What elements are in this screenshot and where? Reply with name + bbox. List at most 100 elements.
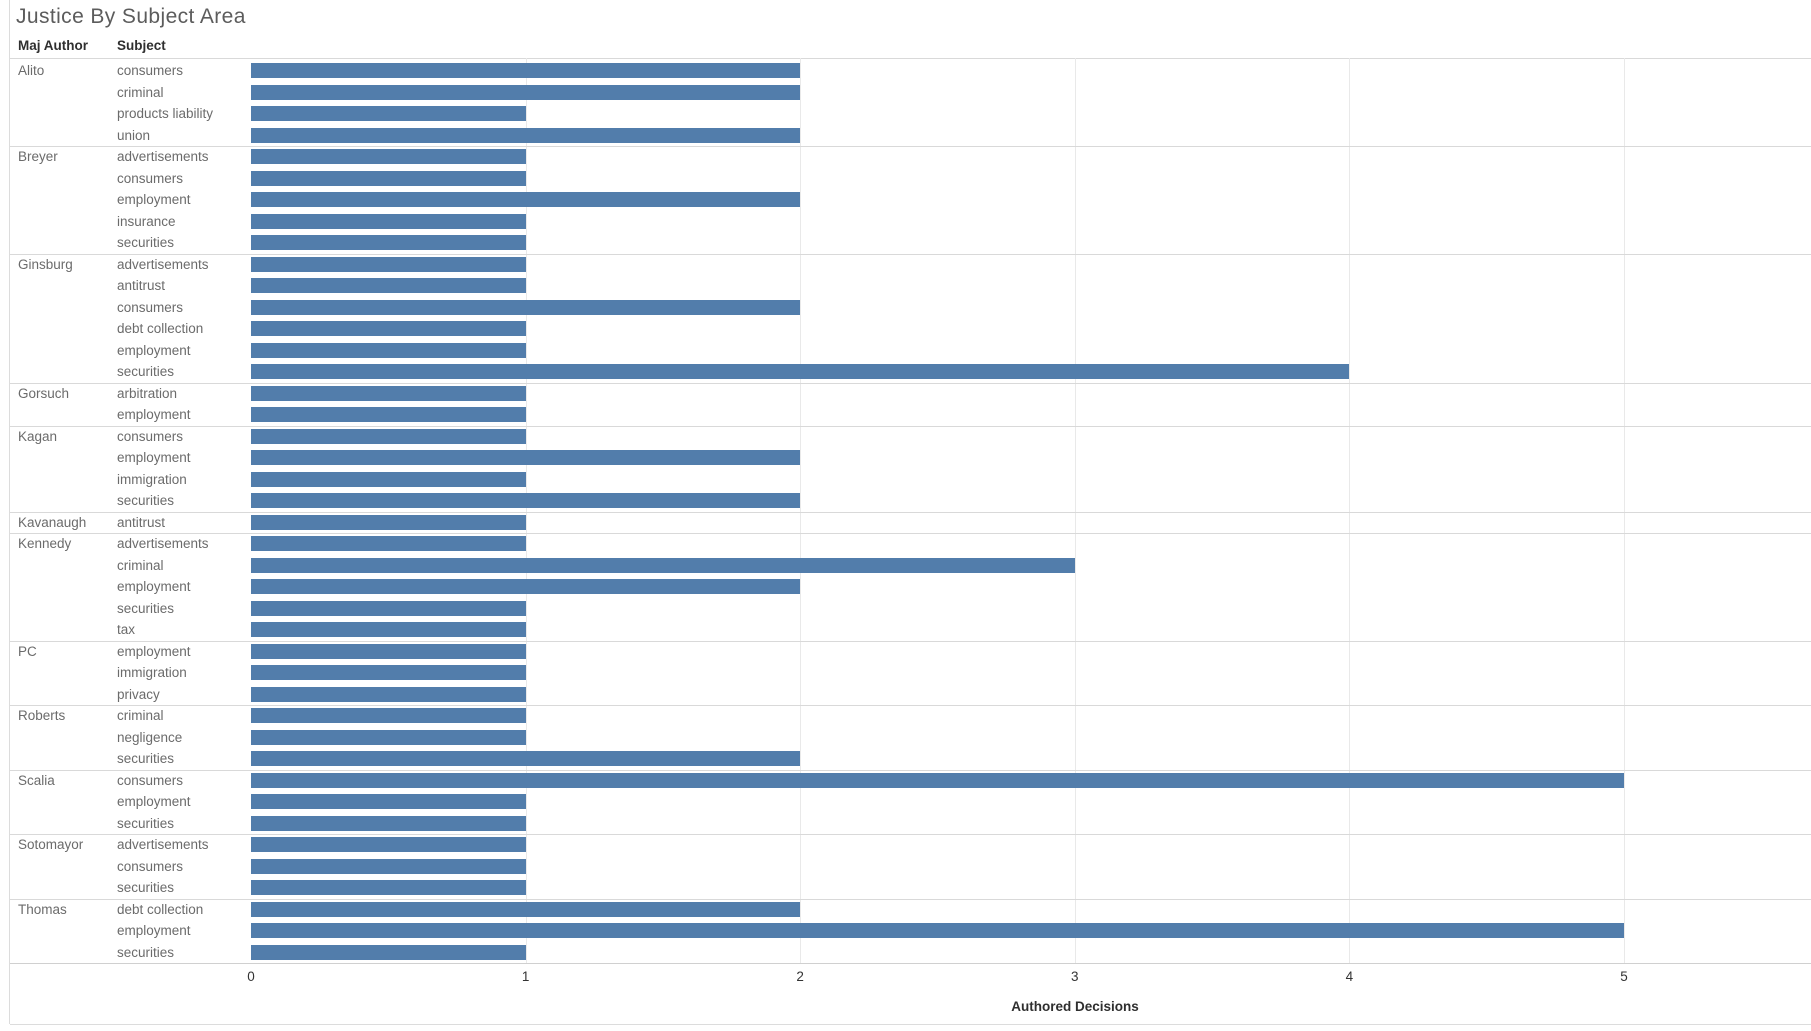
maj-author-label[interactable]: Breyer (18, 149, 58, 164)
subject-label[interactable]: debt collection (117, 901, 204, 917)
decision-bar[interactable] (251, 815, 526, 831)
subject-label[interactable]: employment (117, 643, 191, 659)
subject-label[interactable]: securities (117, 493, 175, 508)
decision-bar[interactable] (251, 364, 1350, 379)
subject-label[interactable]: union (117, 127, 151, 143)
maj-author-label[interactable]: Roberts (18, 708, 66, 723)
subject-label[interactable]: advertisements (117, 837, 209, 852)
subject-label[interactable]: securities (117, 944, 175, 960)
decision-bar[interactable] (251, 901, 801, 917)
decision-bar[interactable] (251, 858, 526, 874)
decision-bar[interactable] (251, 428, 526, 444)
decision-bar[interactable] (251, 235, 526, 250)
decision-bar[interactable] (251, 278, 526, 293)
decision-bar[interactable] (251, 794, 526, 809)
decision-bar[interactable] (251, 149, 526, 164)
decision-bar[interactable] (251, 557, 1075, 573)
subject-label[interactable]: employment (117, 450, 191, 465)
decision-bar[interactable] (251, 407, 526, 422)
decision-bar[interactable] (251, 256, 526, 272)
subject-label[interactable]: criminal (117, 557, 164, 573)
decision-bar[interactable] (251, 63, 801, 78)
subject-label[interactable]: immigration (117, 665, 187, 680)
subject-label[interactable]: tax (117, 622, 136, 637)
maj-author-label[interactable]: Alito (18, 63, 45, 78)
decision-bar[interactable] (251, 170, 526, 186)
subject-label[interactable]: securities (117, 815, 175, 831)
decision-bar[interactable] (251, 708, 526, 723)
decision-bar[interactable] (251, 579, 801, 594)
subject-label[interactable]: debt collection (117, 321, 204, 336)
decision-bar[interactable] (251, 213, 526, 229)
subject-label[interactable]: arbitration (117, 385, 178, 401)
maj-author-label[interactable]: Scalia (18, 772, 55, 788)
subject-label[interactable]: negligence (117, 729, 183, 745)
subject-label[interactable]: consumers (117, 858, 184, 874)
maj-author-label[interactable]: Gorsuch (18, 385, 70, 401)
decision-bar[interactable] (251, 751, 801, 766)
decision-bar[interactable] (251, 127, 801, 143)
subject-label[interactable]: employment (117, 342, 191, 358)
decision-bar[interactable] (251, 514, 526, 530)
subject-label[interactable]: employment (117, 579, 191, 594)
maj-author-label[interactable]: Kennedy (18, 536, 72, 551)
decision-bar[interactable] (251, 686, 526, 702)
subject-label[interactable]: consumers (117, 772, 184, 788)
column-header-subject[interactable]: Subject (117, 38, 166, 53)
decision-bar[interactable] (251, 385, 526, 401)
subject-label[interactable]: securities (117, 235, 175, 250)
decision-bar[interactable] (251, 772, 1624, 788)
subject-label[interactable]: criminal (117, 84, 164, 100)
maj-author-label[interactable]: Ginsburg (18, 256, 73, 272)
decision-bar[interactable] (251, 493, 801, 508)
decision-bar[interactable] (251, 880, 526, 895)
maj-author-label[interactable]: Kavanaugh (18, 514, 87, 530)
maj-author-label[interactable]: PC (18, 643, 37, 659)
subject-label[interactable]: consumers (117, 170, 184, 186)
decision-bar[interactable] (251, 837, 526, 852)
decision-bar[interactable] (251, 923, 1624, 938)
subject-label[interactable]: employment (117, 192, 191, 207)
decision-bar[interactable] (251, 600, 526, 616)
decision-bar[interactable] (251, 84, 801, 100)
subject-label[interactable]: employment (117, 794, 191, 809)
decision-bar[interactable] (251, 729, 526, 745)
subject-label[interactable]: employment (117, 407, 191, 422)
decision-bar[interactable] (251, 471, 526, 487)
subject-label[interactable]: securities (117, 364, 175, 379)
subject-label[interactable]: consumers (117, 63, 184, 78)
subject-label[interactable]: securities (117, 751, 175, 766)
subject-label[interactable]: antitrust (117, 278, 166, 293)
decision-bar[interactable] (251, 643, 526, 659)
decision-bar[interactable] (251, 299, 801, 315)
maj-author-label[interactable]: Kagan (18, 428, 58, 444)
subject-label[interactable]: insurance (117, 213, 176, 229)
decision-bar[interactable] (251, 192, 801, 207)
subject-label[interactable]: securities (117, 600, 175, 616)
decision-bar[interactable] (251, 342, 526, 358)
decision-bar[interactable] (251, 321, 526, 336)
maj-author-label[interactable]: Thomas (18, 901, 67, 917)
subject-label[interactable]: privacy (117, 686, 160, 702)
decision-bar[interactable] (251, 622, 526, 637)
subject-label[interactable]: securities (117, 880, 175, 895)
subject-label[interactable]: employment (117, 923, 191, 938)
subject-label[interactable]: criminal (117, 708, 164, 723)
subject-label[interactable]: antitrust (117, 514, 166, 530)
table-row: Ginsburg advertisements (0, 254, 1811, 276)
subject-label[interactable]: advertisements (117, 536, 209, 551)
subject-label[interactable]: immigration (117, 471, 187, 487)
subject-label[interactable]: advertisements (117, 256, 209, 272)
decision-bar[interactable] (251, 665, 526, 680)
column-header-maj-author[interactable]: Maj Author (18, 38, 88, 53)
table-row: Roberts criminal (0, 705, 1811, 727)
decision-bar[interactable] (251, 106, 526, 121)
maj-author-label[interactable]: Sotomayor (18, 837, 84, 852)
decision-bar[interactable] (251, 536, 526, 551)
subject-label[interactable]: products liability (117, 106, 214, 121)
subject-label[interactable]: consumers (117, 428, 184, 444)
decision-bar[interactable] (251, 944, 526, 960)
subject-label[interactable]: consumers (117, 299, 184, 315)
subject-label[interactable]: advertisements (117, 149, 209, 164)
decision-bar[interactable] (251, 450, 801, 465)
